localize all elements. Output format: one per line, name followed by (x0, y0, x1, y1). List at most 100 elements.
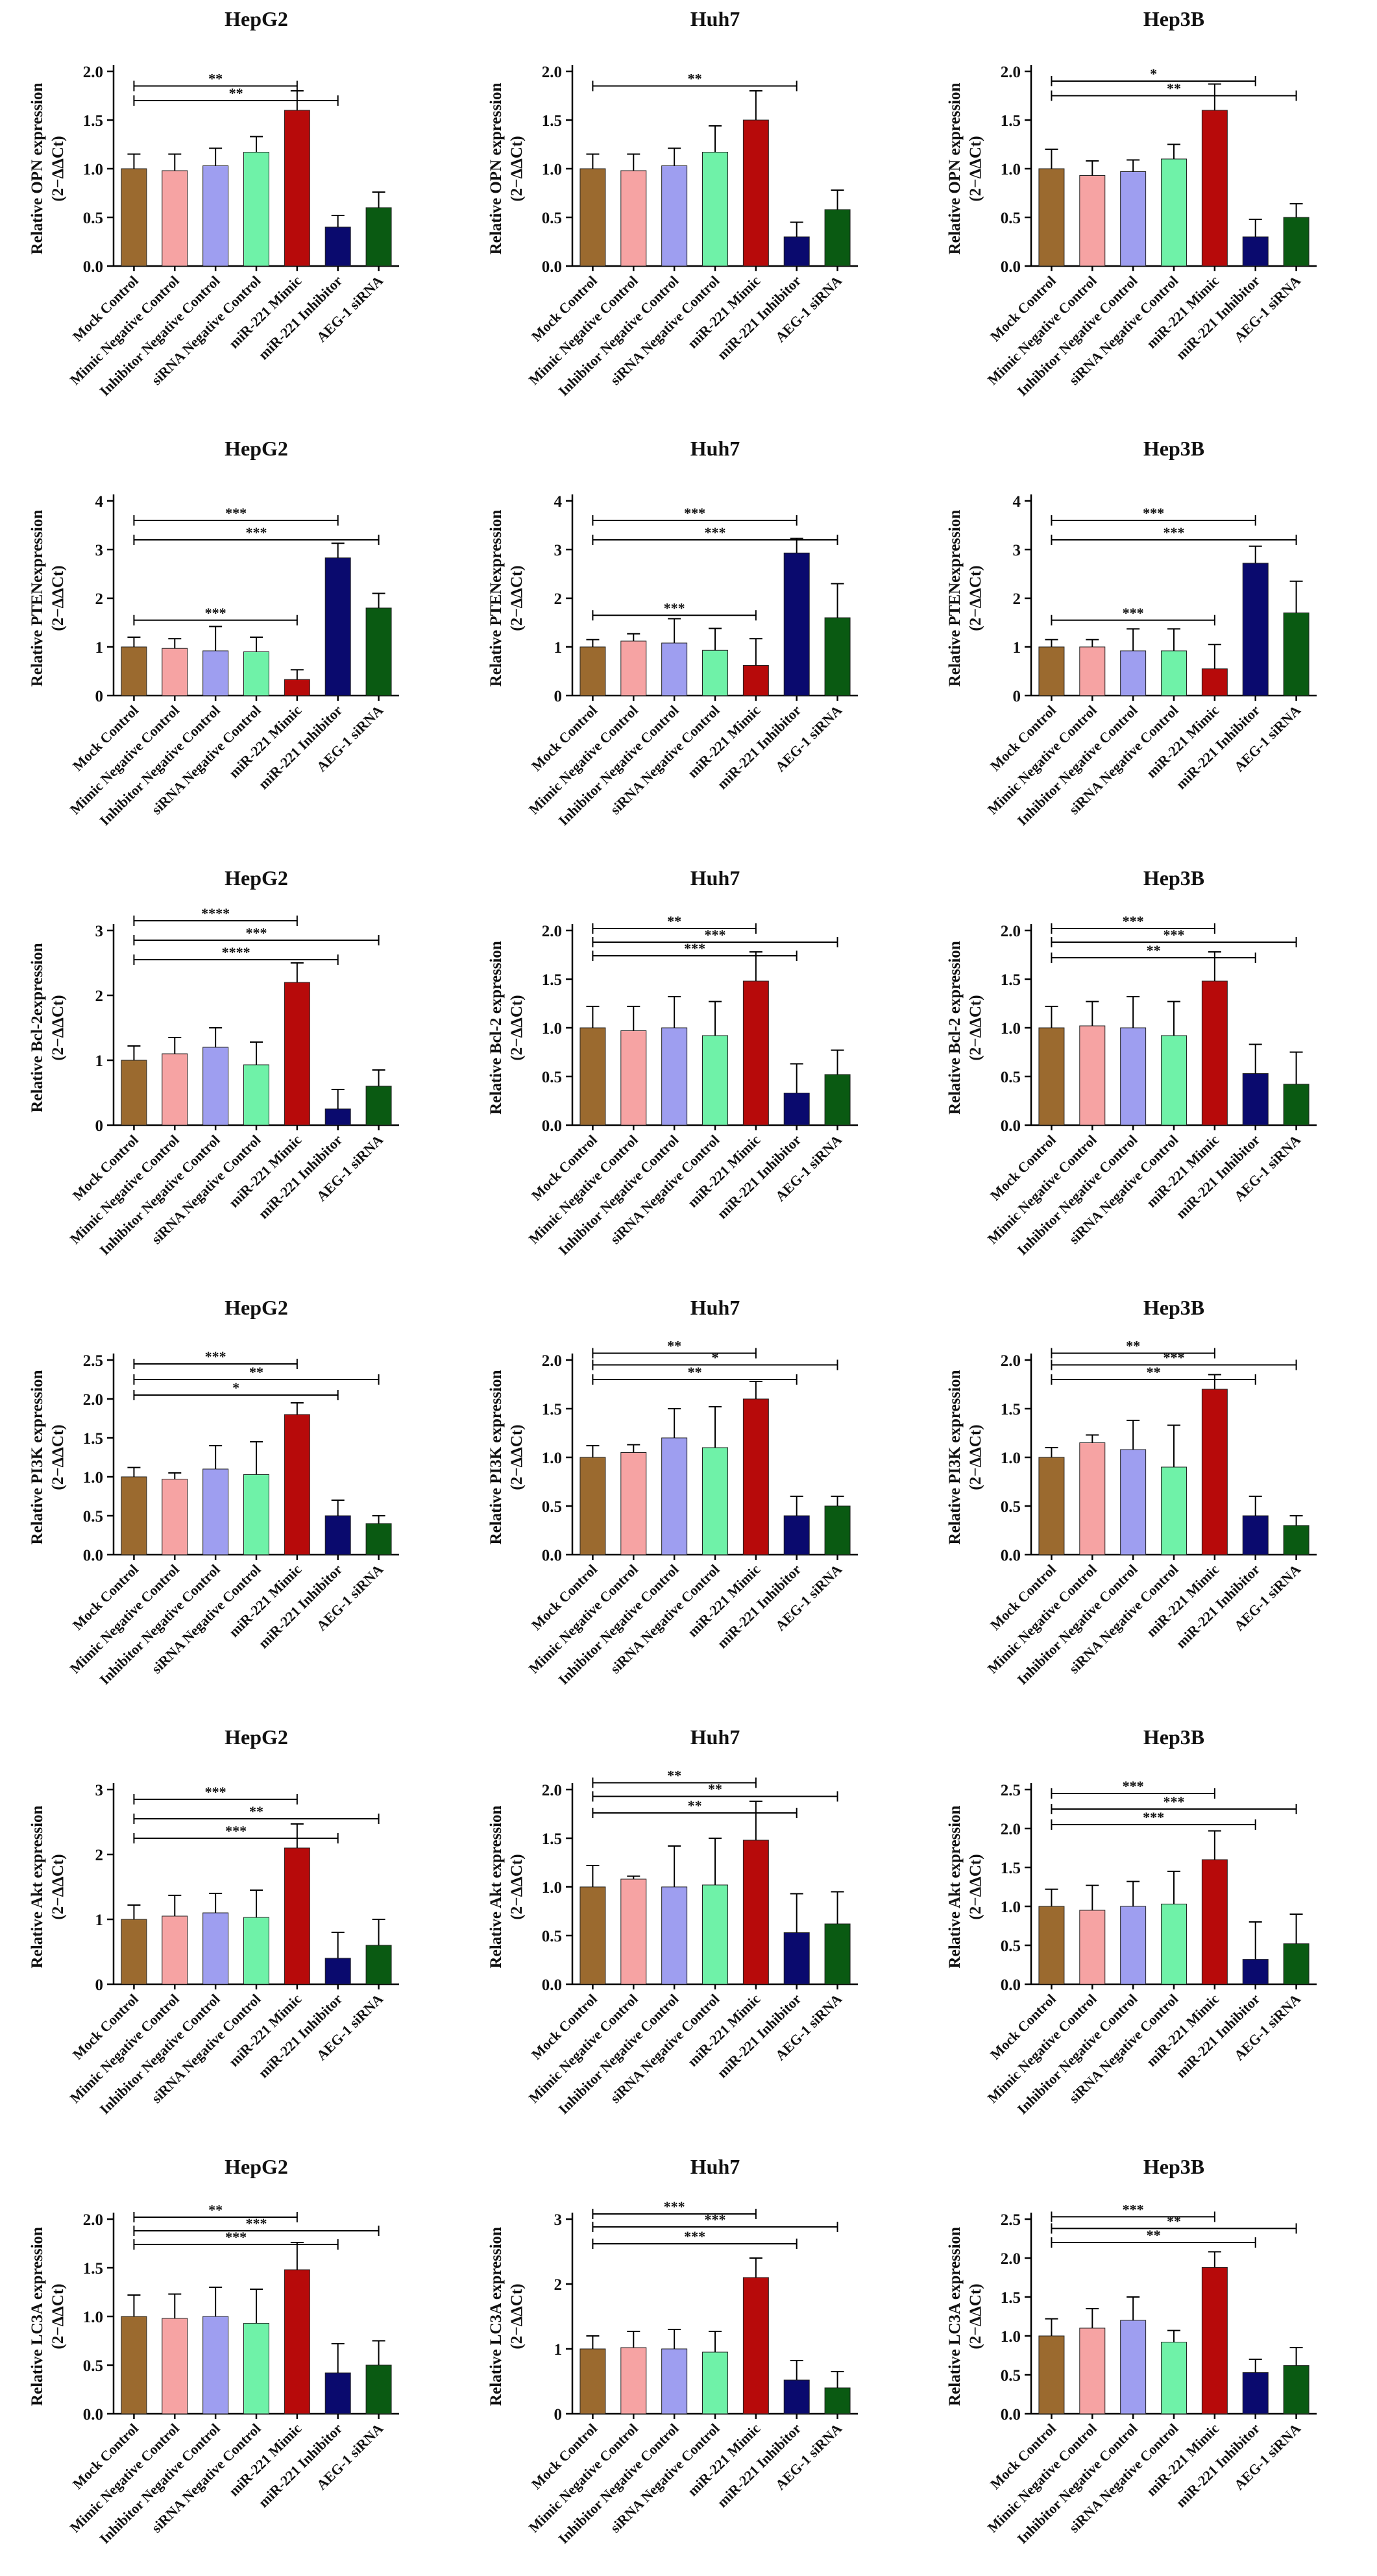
significance-label: *** (664, 2198, 685, 2215)
x-tick-label: miR-221 Mimic (685, 2420, 764, 2499)
y-axis-label-sub: (2−ΔΔCt) (967, 995, 984, 1060)
y-axis-label: Relative PTENexpression (946, 510, 964, 687)
bar (121, 646, 147, 696)
y-tick-label: 1.5 (542, 971, 562, 989)
y-tick-label: 4 (95, 493, 104, 511)
y-axis-label: Relative LC3A expression (487, 2227, 505, 2406)
significance-label: ** (208, 71, 223, 87)
bar (742, 119, 769, 267)
bar (824, 2387, 851, 2414)
bar (365, 1086, 392, 1126)
y-tick-label: 3 (95, 1782, 104, 1799)
significance-label: *** (246, 2215, 267, 2231)
bar (1201, 1859, 1228, 1985)
significance-label: ** (688, 1364, 702, 1380)
bar (742, 1398, 769, 1555)
y-axis-label: Relative Akt expression (487, 1805, 505, 1968)
significance-label: ** (688, 1797, 702, 1814)
x-tick-label: miR-221 Mimic (1143, 1132, 1223, 1211)
bar (1120, 1449, 1147, 1555)
y-tick-label: 1.0 (1001, 1020, 1021, 1038)
bar (324, 2372, 351, 2414)
y-tick-label: 2.0 (542, 64, 562, 81)
y-tick-label: 1.5 (83, 1430, 103, 1448)
chart-panel: Huh7 Relative Bcl-2 expression (2−ΔΔCt) 0.0… (487, 866, 858, 1258)
chart-panel: HepG2 Relative Bcl-2expression (2−ΔΔCt) 0 1 2… (29, 866, 399, 1258)
bar (1161, 158, 1187, 267)
significance-label: *** (246, 925, 267, 941)
chart-panel: HepG2 Relative Akt expression (2−ΔΔCt) 0 1 2 3… (29, 1725, 399, 2117)
y-tick-label: 0.5 (83, 1508, 103, 1525)
bar (365, 2364, 392, 2414)
chart-panel: Hep3B Relative Bcl-2 expression (2−ΔΔCt) 0.… (946, 866, 1317, 1258)
y-axis-label-group: Relative Akt expression (2−ΔΔCt) (487, 1805, 526, 1968)
y-axis-label: Relative PI3K expression (29, 1370, 46, 1544)
y-tick-label: 2.0 (83, 1391, 103, 1409)
y-tick-label: 1.0 (1001, 161, 1021, 178)
bar (202, 1912, 229, 1985)
chart-panel: HepG2 Relative PI3K expression (2−ΔΔCt) 0.0… (29, 1296, 399, 1688)
chart-title: Huh7 (690, 1296, 740, 1319)
chart-panel: Huh7 Relative Akt expression (2−ΔΔCt) 0.0 0.… (487, 1725, 858, 2117)
y-tick-label: 1.5 (83, 112, 103, 130)
chart-title: Hep3B (1143, 437, 1204, 460)
y-tick-label: 1.0 (1001, 1450, 1021, 1467)
bar (824, 617, 851, 696)
chart-panel: HepG2 Relative PTENexpression (2−ΔΔCt) 0 1 2 3… (29, 437, 399, 829)
y-tick-label: 1.0 (83, 1469, 103, 1487)
bar (1283, 217, 1310, 267)
y-axis-label-sub: (2−ΔΔCt) (49, 136, 67, 201)
y-axis-label: Relative Bcl-2 expression (946, 941, 964, 1115)
bar (620, 1030, 647, 1126)
x-tick-label: miR-221 Mimic (226, 2420, 305, 2499)
significance-label: *** (225, 505, 247, 521)
y-axis-label: Relative OPN expression (946, 83, 964, 255)
bar (1079, 646, 1106, 696)
bar (365, 1945, 392, 1985)
significance-label: *** (684, 2228, 705, 2244)
bar (284, 2269, 310, 2414)
bar (702, 1035, 728, 1126)
y-axis-label-sub: (2−ΔΔCt) (967, 136, 984, 201)
chart-panel: HepG2 Relative OPN expression (2−ΔΔCt) 0.0 0… (29, 7, 399, 399)
bar (702, 2351, 728, 2414)
chart-title: Hep3B (1143, 7, 1204, 30)
y-tick-label: 1.5 (542, 1830, 562, 1848)
bar (324, 1108, 351, 1126)
y-tick-label: 0.5 (1001, 1498, 1021, 1516)
significance-label: ** (667, 913, 681, 929)
x-tick-label: miR-221 Mimic (1143, 2420, 1223, 2499)
y-axis-label-sub: (2−ΔΔCt) (508, 1854, 526, 1919)
significance-label: ** (708, 1781, 722, 1797)
y-tick-label: 2.0 (542, 1352, 562, 1370)
significance-label: *** (1164, 1350, 1185, 1366)
y-tick-label: 0.0 (83, 1547, 103, 1564)
bar (620, 1878, 647, 1985)
bar (824, 1074, 851, 1126)
bar (202, 2316, 229, 2414)
y-axis-label-sub: (2−ΔΔCt) (967, 565, 984, 631)
bar (1038, 168, 1065, 267)
bar (243, 2323, 269, 2414)
bar (620, 2347, 647, 2414)
y-tick-label: 1.0 (83, 161, 103, 178)
chart-panel: Huh7 Relative OPN expression (2−ΔΔCt) 0.0 0.… (487, 7, 858, 399)
chart-title: Hep3B (1143, 866, 1204, 890)
significance-label: *** (684, 940, 705, 956)
y-axis-label-sub: (2−ΔΔCt) (508, 995, 526, 1060)
bar (162, 2318, 188, 2414)
y-tick-label: 0.5 (542, 1498, 562, 1516)
x-tick-label: miR-221 Mimic (685, 702, 764, 781)
y-tick-label: 1.5 (83, 2260, 103, 2278)
y-tick-label: 2.5 (83, 1352, 103, 1370)
x-tick-label: miR-221 Mimic (685, 1991, 764, 2070)
y-tick-label: 2.0 (1001, 64, 1021, 81)
y-axis-label-group: Relative Bcl-2expression (2−ΔΔCt) (29, 943, 67, 1112)
y-axis-label-group: Relative PTENexpression (2−ΔΔCt) (29, 510, 67, 687)
chart-title: HepG2 (225, 1296, 288, 1319)
y-tick-label: 0.5 (1001, 1069, 1021, 1086)
significance-label: ** (1147, 1364, 1161, 1380)
bar (702, 1884, 728, 1985)
y-tick-label: 2.0 (1001, 1821, 1021, 1838)
bar (1120, 2320, 1147, 2414)
